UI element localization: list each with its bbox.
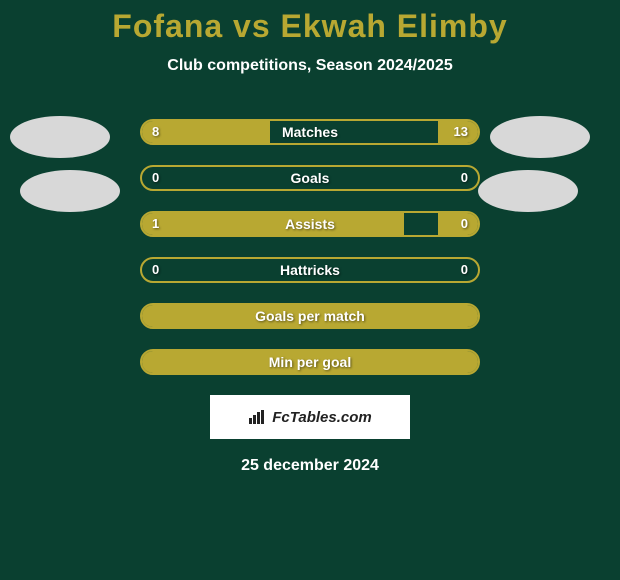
subtitle: Club competitions, Season 2024/2025 bbox=[0, 57, 620, 75]
player-avatar-left-2 bbox=[20, 170, 120, 212]
stat-row: 0 Hattricks 0 bbox=[140, 257, 480, 283]
stat-value-right: 0 bbox=[461, 259, 468, 281]
player-avatar-left-1 bbox=[10, 116, 110, 158]
stat-row: Min per goal bbox=[140, 349, 480, 375]
stat-label: Matches bbox=[142, 121, 478, 143]
branding-text: FcTables.com bbox=[272, 409, 371, 426]
stat-label: Goals bbox=[142, 167, 478, 189]
stat-value-right: 0 bbox=[461, 213, 468, 235]
player-avatar-right-1 bbox=[490, 116, 590, 158]
stat-row: Goals per match bbox=[140, 303, 480, 329]
stat-label: Goals per match bbox=[142, 305, 478, 327]
page-title: Fofana vs Ekwah Elimby bbox=[0, 8, 620, 45]
stat-label: Hattricks bbox=[142, 259, 478, 281]
player-avatar-right-2 bbox=[478, 170, 578, 212]
stat-row: 8 Matches 13 bbox=[140, 119, 480, 145]
stat-label: Assists bbox=[142, 213, 478, 235]
stat-label: Min per goal bbox=[142, 351, 478, 373]
stats-container: 8 Matches 13 0 Goals 0 1 Assists 0 0 Hat… bbox=[140, 119, 480, 375]
stat-value-right: 13 bbox=[454, 121, 468, 143]
chart-icon bbox=[248, 410, 266, 424]
stat-value-right: 0 bbox=[461, 167, 468, 189]
branding-badge: FcTables.com bbox=[210, 395, 410, 439]
stat-row: 1 Assists 0 bbox=[140, 211, 480, 237]
date-label: 25 december 2024 bbox=[0, 457, 620, 475]
stat-row: 0 Goals 0 bbox=[140, 165, 480, 191]
